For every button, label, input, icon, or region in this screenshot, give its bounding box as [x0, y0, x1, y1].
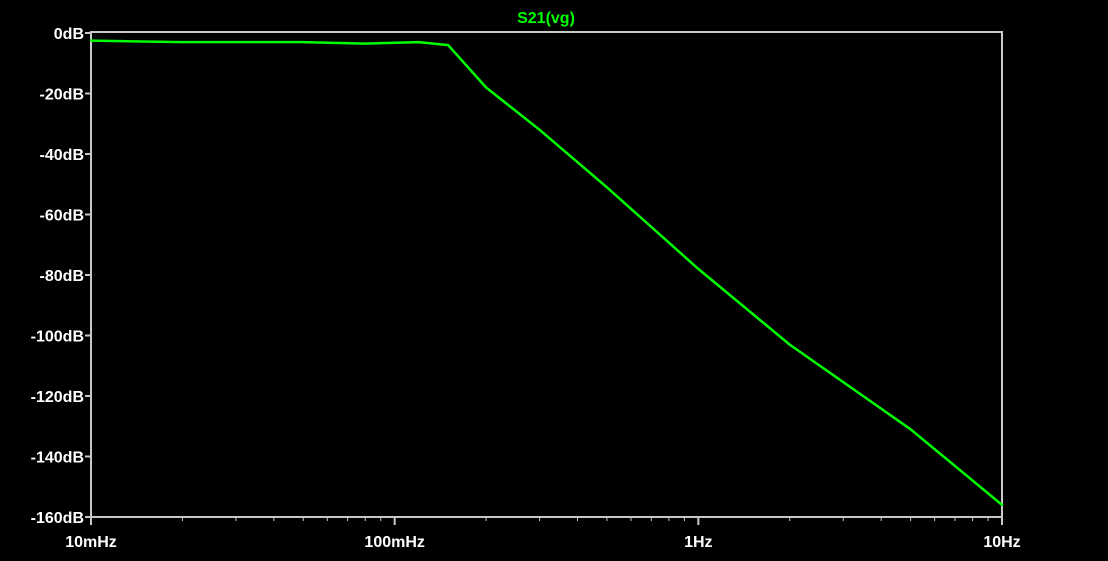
plot-frame [90, 31, 1003, 518]
chart-title: S21(vg) [517, 10, 575, 27]
x-tick-label: 100mHz [364, 534, 424, 551]
y-axis: 0dB -20dB -40dB -60dB -80dB -100dB -120dB -140d… [31, 26, 91, 527]
traces [89, 39, 1004, 507]
y-tick-label: -60dB [40, 208, 84, 225]
y-tick-label: 0dB [54, 26, 84, 43]
y-tick-label: -40dB [40, 147, 84, 164]
x-tick-label: 10mHz [65, 534, 117, 551]
series-line [89, 39, 1004, 507]
x-tick-label: 10Hz [983, 534, 1020, 551]
y-tick-label: -80dB [40, 268, 84, 285]
y-tick-label: -120dB [31, 389, 84, 406]
y-tick-label: -20dB [40, 87, 84, 104]
x-tick-label: 1Hz [684, 534, 712, 551]
y-tick-label: -140dB [31, 450, 84, 467]
x-axis: 10mHz 100mHz 1Hz 10Hz [65, 517, 1021, 551]
y-tick-label: -100dB [31, 329, 84, 346]
y-tick-label: -160dB [31, 510, 84, 527]
